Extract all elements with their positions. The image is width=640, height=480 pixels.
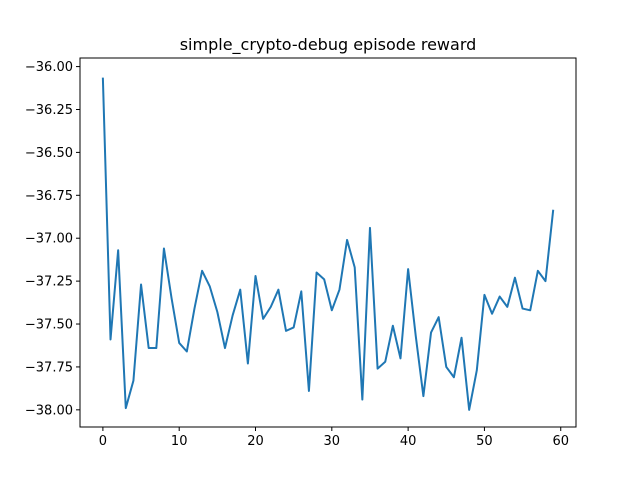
x-axis: 0 10 20 30 40 50 60: [99, 427, 569, 449]
x-tick-label: 10: [171, 434, 188, 449]
y-axis: −36.00 −36.25 −36.50 −36.75 −37.00 −37.25 −37.…: [25, 60, 80, 418]
y-tick-label: −36.25: [25, 103, 73, 118]
y-tick-label: −38.00: [25, 403, 73, 418]
x-tick-label: 50: [476, 434, 493, 449]
chart-title: simple_crypto-debug episode reward: [180, 35, 477, 55]
y-tick-label: −36.50: [25, 146, 73, 161]
y-tick-label: −37.00: [25, 232, 73, 247]
y-tick-label: −36.00: [25, 60, 73, 75]
x-tick-label: 0: [99, 434, 107, 449]
series-layer: [101, 77, 555, 411]
y-tick-label: −36.75: [25, 189, 73, 204]
x-tick-label: 40: [400, 434, 417, 449]
series-line-0: [101, 77, 555, 411]
axes-frame: [79, 57, 577, 428]
x-tick-label: 30: [324, 434, 341, 449]
x-tick-label: 20: [247, 434, 264, 449]
y-tick-label: −37.50: [25, 318, 73, 333]
y-tick-label: −37.25: [25, 275, 73, 290]
y-tick-label: −37.75: [25, 360, 73, 375]
x-tick-label: 60: [552, 434, 569, 449]
